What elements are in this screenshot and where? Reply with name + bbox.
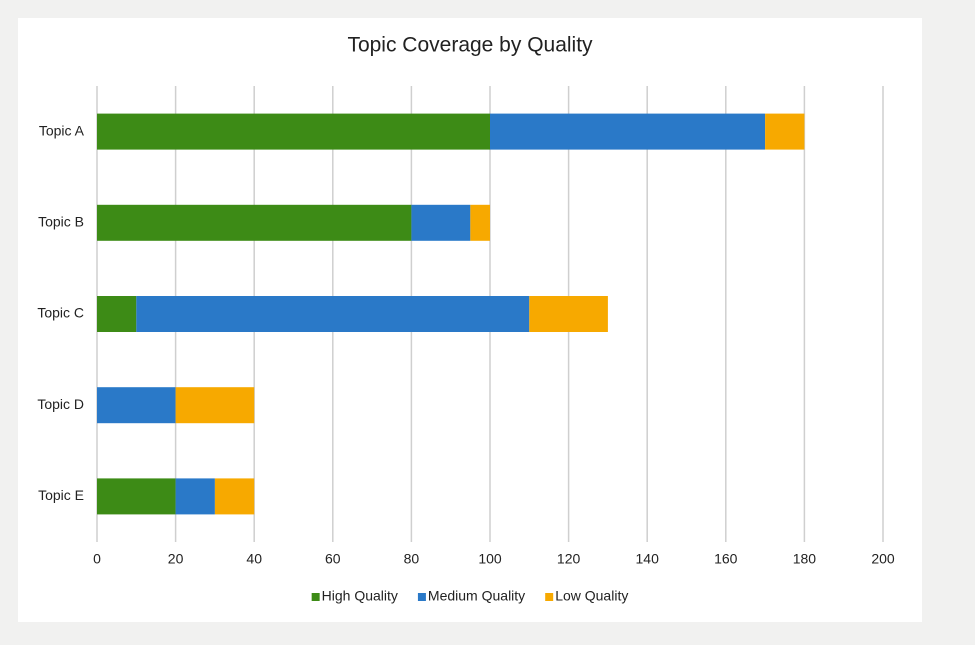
y-tick-label: Topic C [37,305,84,321]
bar-segment [411,204,471,241]
bar-segment [470,204,490,241]
x-tick-label: 160 [714,551,738,567]
x-tick-label: 80 [404,551,420,567]
x-tick-label: 180 [793,551,817,567]
bar-segment [175,478,215,515]
bar-segment [97,478,176,515]
x-tick-label: 0 [93,551,101,567]
legend-label: Medium Quality [428,588,525,604]
x-tick-label: 40 [246,551,262,567]
legend-label: Low Quality [555,588,628,604]
legend-marker [545,593,554,601]
bar-segment [490,113,766,150]
y-tick-label: Topic D [37,396,84,412]
x-tick-label: 120 [557,551,581,567]
bar-segment [97,113,490,150]
bar-segment [175,387,255,424]
x-tick-label: 20 [168,551,184,567]
x-tick-label: 100 [478,551,502,567]
bar-segment [765,113,805,150]
bar-segment [214,478,255,515]
y-tick-label: Topic E [38,487,84,503]
x-tick-label: 200 [871,551,895,567]
chart-title: Topic Coverage by Quality [347,34,593,57]
y-tick-label: Topic B [38,214,84,230]
x-tick-label: 140 [636,551,660,567]
bar-segment [97,296,137,332]
bar-segment [97,204,412,241]
legend-marker [311,593,320,601]
legend-label: High Quality [322,588,398,604]
bar-segment [97,387,176,424]
legend-marker [417,593,426,601]
x-tick-label: 60 [325,551,341,567]
bar-segment [529,296,608,332]
y-tick-label: Topic A [39,122,85,138]
bar-segment [136,296,530,332]
